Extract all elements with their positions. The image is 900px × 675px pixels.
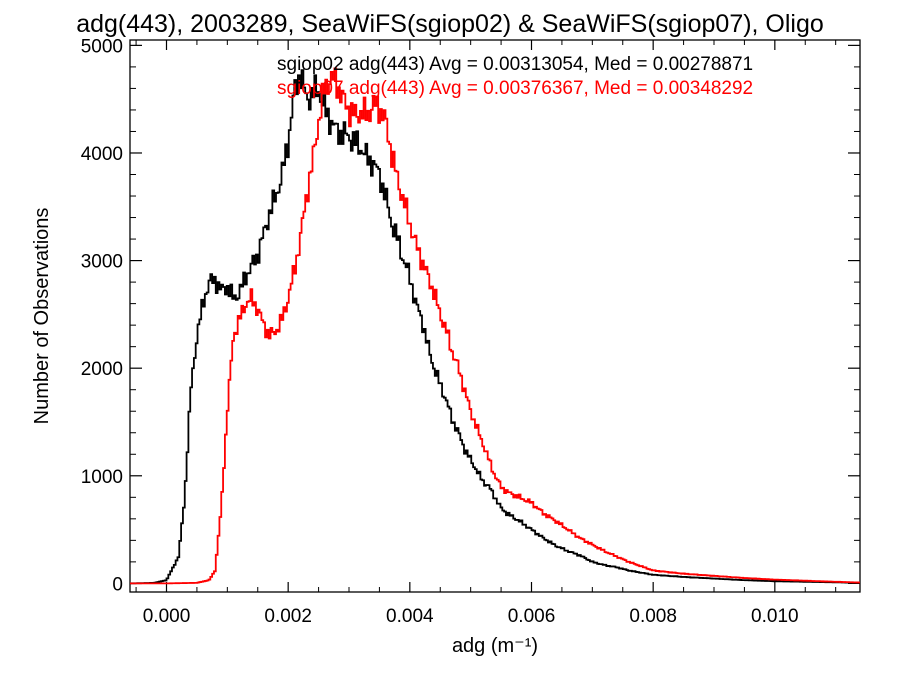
y-tick-label: 4000 bbox=[81, 144, 123, 165]
x-tick-label: 0.000 bbox=[143, 606, 191, 627]
x-tick-label: 0.008 bbox=[629, 606, 677, 627]
y-tick-label: 3000 bbox=[81, 252, 123, 273]
y-tick-label: 2000 bbox=[81, 359, 123, 380]
legend: sgiop02 adg(443) Avg = 0.00313054, Med =… bbox=[277, 54, 753, 99]
chart-title: adg(443), 2003289, SeaWiFS(sgiop02) & Se… bbox=[76, 10, 824, 38]
y-tick-label: 5000 bbox=[81, 36, 123, 57]
series-line-sgiop07 bbox=[130, 67, 860, 585]
x-tick-label: 0.010 bbox=[751, 606, 799, 627]
x-tick-label: 0.006 bbox=[508, 606, 556, 627]
x-tick-label: 0.002 bbox=[264, 606, 312, 627]
plot-frame bbox=[129, 39, 861, 593]
y-tick-label: 0 bbox=[112, 574, 123, 595]
axis-ticks: 0.000 0.002 0.004 0.006 0.008 0.010 0 1000 2000 3… bbox=[81, 36, 860, 627]
y-tick-label: 1000 bbox=[81, 467, 123, 488]
series-line-sgiop02 bbox=[130, 69, 860, 585]
x-tick-label: 0.004 bbox=[386, 606, 434, 627]
series-layer bbox=[130, 67, 860, 585]
legend-entry-sgiop02: sgiop02 adg(443) Avg = 0.00313054, Med =… bbox=[277, 54, 753, 75]
x-axis-label: adg (m⁻¹) bbox=[452, 635, 538, 657]
legend-entry-sgiop07: sgiop07 adg(443) Avg = 0.00376367, Med =… bbox=[277, 78, 753, 99]
y-axis-label: Number of Observations bbox=[31, 208, 53, 425]
